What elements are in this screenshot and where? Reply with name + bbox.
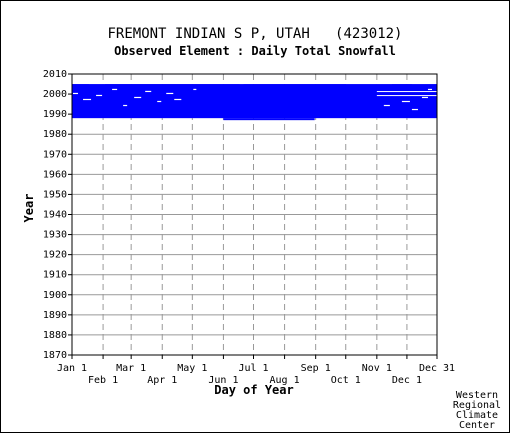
x-tick-label: Sep 1 [301,363,331,374]
missing-record-gap [376,95,437,97]
y-tick-label: 1930 [43,230,67,241]
x-tick-label: Jul 1 [238,363,268,374]
missing-record-gap [89,82,106,85]
missing-record-gap [96,94,103,97]
missing-record-gap [345,82,392,85]
x-tick-label: Nov 1 [362,363,392,374]
y-tick-label: 1990 [43,109,67,120]
x-tick-labels: Jan 1 Mar 1 May 1 Jul 1 Sep 1 Nov 1 Dec 31 Feb … [57,355,455,386]
missing-record-gap [411,82,437,85]
y-tick-label: 1910 [43,270,67,281]
data-marks [72,82,437,121]
missing-record-gap [383,104,390,107]
y-tick-label: 1980 [43,129,67,140]
credit-line: Regional [453,400,501,411]
x-tick-label: Oct 1 [331,375,361,386]
missing-record-gap [73,92,79,95]
x-tick-label: Feb 1 [88,375,118,386]
missing-record-gap [174,98,182,101]
missing-record-gap [145,90,152,93]
missing-record-gap [112,88,118,91]
credit-line: Center [459,420,495,431]
chart-subtitle: Observed Element : Daily Total Snowfall [114,44,396,58]
y-tick-label: 1940 [43,210,67,221]
missing-record-gap [411,108,418,111]
x-tick-label: Apr 1 [147,375,177,386]
missing-record-gap [239,82,244,85]
missing-record-gap [427,88,432,91]
y-tick-label: 1890 [43,310,67,321]
y-tick-label: 2010 [43,69,67,80]
missing-record-gap [401,100,410,103]
x-tick-label: Jun 1 [208,375,238,386]
missing-record-gap [421,96,428,99]
x-tick-label: Dec 31 [419,363,455,374]
missing-record-gap [134,96,142,99]
y-axis-label: Year [22,194,36,223]
y-tick-label: 1920 [43,250,67,261]
observed-record-band [223,118,315,121]
x-tick-label: Mar 1 [116,363,146,374]
y-tick-label: 1900 [43,290,67,301]
x-tick-label: May 1 [177,363,207,374]
missing-record-gap [166,92,174,95]
credit-line: Climate [456,410,498,421]
observed-record-band [72,84,437,119]
y-tick-label: 2000 [43,89,67,100]
missing-record-gap [83,98,92,101]
missing-record-gap [376,91,437,93]
x-tick-label: Aug 1 [270,375,300,386]
y-tick-label: 1970 [43,149,67,160]
x-tick-label: Jan 1 [57,363,87,374]
credit-line: Western [456,390,498,401]
y-tick-label: 1870 [43,350,67,361]
y-tick-labels: 2010 2000 1990 1980 1970 1960 1950 1940 1930 1920… [43,69,72,361]
missing-record-gap [193,88,197,91]
missing-record-gap [157,100,162,103]
x-axis-label: Day of Year [214,383,293,397]
y-tick-label: 1880 [43,330,67,341]
missing-record-gap [123,104,128,107]
x-tick-label: Dec 1 [392,375,422,386]
y-tick-label: 1960 [43,169,67,180]
y-tick-label: 1950 [43,189,67,200]
chart-title: FREMONT INDIAN S P, UTAH (423012) [107,26,403,42]
